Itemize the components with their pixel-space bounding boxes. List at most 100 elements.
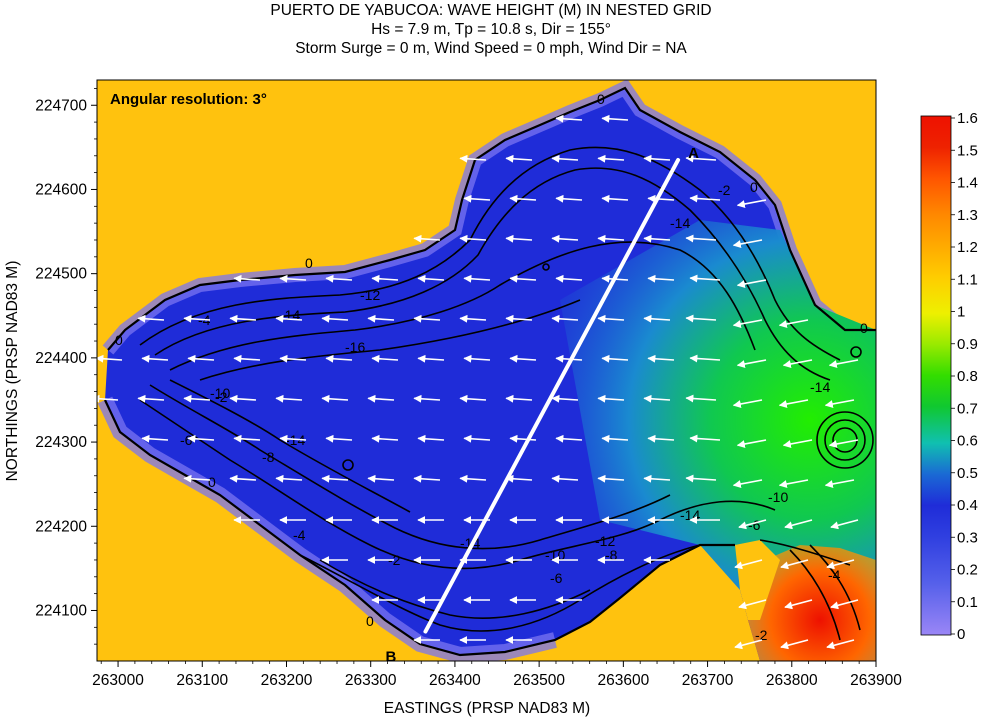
wave-arrow-82 [778,399,809,408]
wave-arrow-53 [233,354,261,363]
wave-arrow-57 [417,354,445,363]
wave-arrow-25 [325,274,353,283]
wave-arrow-4 [551,154,579,163]
wave-arrow-110 [643,474,671,483]
colorbar-label-15: 0.1 [957,594,978,611]
wave-arrow-85 [187,434,215,443]
wave-arrow-36 [183,314,211,323]
wave-arrow-8 [463,194,491,203]
wave-arrow-100 [183,474,211,483]
y-tick-label-4: 224500 [35,266,87,283]
x-tick-label-1: 263100 [176,672,228,689]
wave-arrow-91 [463,434,491,443]
x-axis-label: EASTINGS (PRSP NAD83 M) [384,700,590,717]
contour-label-m8b: -8 [605,547,618,563]
wave-arrow-139 [826,559,855,570]
contour-label-0d: 0 [860,320,868,336]
wave-arrow-112 [732,479,763,488]
contour-label-0e: 0 [115,332,123,348]
contour-label-0a: 0 [305,255,313,271]
x-tick-label-4: 263400 [429,672,481,689]
wave-arrow-24 [279,274,307,283]
contour-label-m6a: -6 [180,432,193,448]
colorbar-label-12: 0.4 [957,497,978,514]
breaking-zone [745,545,876,661]
wave-arrow-50 [97,354,123,363]
wave-arrow-11 [601,194,629,203]
wave-arrow-26 [371,274,399,283]
colorbar-label-8: 0.8 [957,368,978,385]
wave-arrow-2 [459,154,487,163]
wave-arrow-88 [325,434,353,443]
y-tick-label-0: 224100 [35,602,87,619]
wave-direction-arrows [97,114,859,650]
y-tick-label-3: 224400 [35,350,87,367]
contour-label-m14e: -14 [670,215,690,231]
plot-frame [96,79,877,662]
wave-arrow-33 [689,274,721,283]
contour-label-m10b: -10 [545,547,565,563]
wave-arrow-73 [367,394,395,403]
transect-label-b: B [385,649,396,666]
colorbar-label-14: 0.2 [957,562,978,579]
chart-subtitle-2: Storm Surge = 0 m, Wind Speed = 0 mph, W… [295,40,687,57]
wave-arrow-92 [509,434,537,443]
wave-arrow-107 [505,474,533,483]
x-axis-ticks: 263000 263100 263200 263300 263400 263500 2636… [92,661,902,689]
x-tick-label-8: 263800 [766,672,818,689]
y-axis-ticks: 224100 224200 224300 224400 224500 224600 2247… [35,88,97,645]
contour-label-m16: -16 [345,339,365,355]
wave-arrow-35 [137,314,165,323]
wave-arrow-86 [233,434,261,443]
y-tick-label-5: 224600 [35,181,87,198]
contour-label-m2a: -2 [718,182,731,198]
wave-arrow-20 [643,234,671,243]
wave-arrow-83 [824,399,855,408]
contour-label-m8a: -8 [262,449,275,465]
wave-arrow-51 [141,354,169,363]
y-tick-label-6: 224700 [35,97,87,114]
wave-arrow-106 [459,474,487,483]
wave-arrow-153 [826,639,855,650]
wave-arrow-109 [597,474,625,483]
wave-arrow-70 [229,394,257,403]
wave-arrow-127 [784,519,813,530]
colorbar-label-16: 0 [957,626,965,643]
wave-arrow-18 [551,234,579,243]
wave-arrow-14 [736,199,767,208]
contour-label-m2c: -2 [388,552,401,568]
wave-arrow-23 [233,274,261,283]
wave-arrow-52 [187,354,215,363]
colorbar-label-4: 1.2 [957,239,978,256]
wave-arrow-5 [597,154,625,163]
wave-arrow-12 [647,194,675,203]
y-tick-label-2: 224300 [35,434,87,451]
wave-arrow-38 [275,314,303,323]
colorbar-label-10: 0.6 [957,433,978,450]
wave-arrow-87 [279,434,307,443]
colorbar-label-5: 1.1 [957,271,978,288]
x-tick-label-5: 263500 [513,672,565,689]
chart-title: PUERTO DE YABUCOA: WAVE HEIGHT (M) IN NE… [270,2,712,19]
wave-arrow-69 [183,394,211,403]
contour-label-m12b: -12 [360,287,380,303]
colorbar-label-7: 0.9 [957,336,978,353]
wave-arrow-94 [601,434,629,443]
wave-arrow-32 [647,274,675,283]
wave-arrow-16 [459,234,487,243]
wave-arrow-64 [736,359,767,368]
wave-arrow-45 [597,314,625,323]
contour-label-m2d: -2 [755,627,768,643]
wave-arrow-137 [734,559,763,570]
contour-label-m6b: -6 [550,570,563,586]
wave-arrow-7 [685,154,717,163]
colorbar-label-6: 1 [957,304,965,321]
wave-arrow-10 [555,194,583,203]
colorbar-ticks: 1.6 1.5 1.4 1.3 1.2 1.1 1 0.9 0.8 0.7 0.6 0.5 0.4 0.3… [951,110,978,643]
wave-arrow-152 [780,639,809,650]
colorbar-label-2: 1.4 [957,175,978,192]
contour-label-0f: 0 [208,474,216,490]
wave-arrow-68 [137,394,165,403]
contour-label-m10c: -10 [768,489,788,505]
